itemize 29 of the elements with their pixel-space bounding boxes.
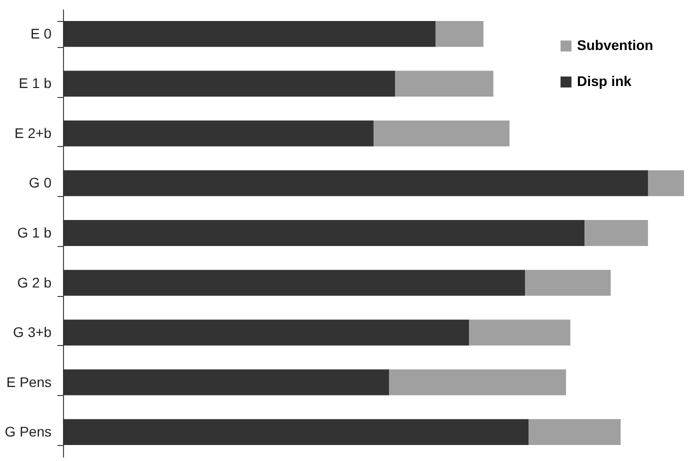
bar bbox=[63, 220, 585, 246]
y-tick-label: E 2+b bbox=[14, 124, 52, 141]
legend-label: Disp ink bbox=[577, 73, 632, 89]
legend-label: Subvention bbox=[577, 37, 654, 53]
bar bbox=[436, 20, 484, 47]
bar bbox=[63, 120, 374, 146]
y-tick-label: G 1 b bbox=[17, 224, 52, 240]
bar bbox=[648, 170, 684, 196]
y-tick-label: E 1 b bbox=[18, 75, 52, 92]
bar bbox=[389, 369, 566, 396]
bar bbox=[63, 170, 648, 196]
y-tick-label: G Pens bbox=[4, 424, 52, 440]
bar bbox=[469, 320, 570, 346]
y-tick-label: E 0 bbox=[30, 25, 52, 42]
bar bbox=[63, 70, 396, 97]
bar bbox=[584, 220, 648, 246]
bar bbox=[525, 270, 611, 296]
y-tick-label: G 3+b bbox=[12, 324, 52, 340]
bar bbox=[528, 419, 621, 446]
y-tick-label: G 2 b bbox=[17, 274, 52, 290]
bar bbox=[63, 419, 529, 446]
bar bbox=[63, 20, 436, 47]
bar bbox=[63, 270, 526, 296]
bar bbox=[63, 369, 390, 396]
bar bbox=[374, 120, 510, 146]
y-tick-label: G 0 bbox=[28, 174, 52, 191]
bar bbox=[395, 70, 494, 97]
bar bbox=[63, 320, 470, 346]
y-tick-label: E Pens bbox=[6, 374, 52, 390]
